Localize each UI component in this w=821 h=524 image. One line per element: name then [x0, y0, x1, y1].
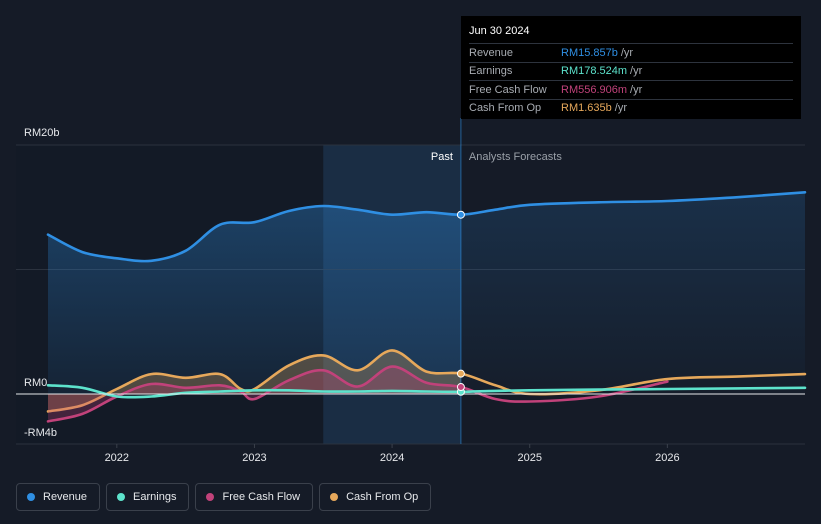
legend-label: Earnings: [133, 491, 177, 503]
x-tick-label: 2026: [655, 452, 679, 464]
tooltip-value: RM1.635b: [561, 102, 612, 115]
tooltip-value: RM178.524m: [561, 65, 628, 78]
legend-dot-icon: [206, 493, 215, 501]
tooltip-row-revenue: Revenue RM15.857b /yr: [469, 43, 793, 62]
legend-label: Cash From Op: [346, 491, 419, 503]
legend-dot-icon: [117, 493, 126, 501]
revenue-area-past: [48, 205, 461, 394]
tooltip-row-free-cash-flow: Free Cash Flow RM556.906m /yr: [469, 80, 793, 99]
legend-earnings-button[interactable]: Earnings: [106, 483, 190, 511]
hover-tooltip: Jun 30 2024 Revenue RM15.857b /yr Earnin…: [461, 16, 801, 119]
earnings-line: [46, 383, 807, 399]
revenue-line: [46, 191, 807, 263]
legend-label: Free Cash Flow: [222, 491, 301, 503]
tooltip-value: RM556.906m: [561, 83, 628, 96]
forecast-label: Analysts Forecasts: [469, 151, 562, 163]
revenue-now-marker: [456, 210, 465, 219]
x-tick-label: 2022: [105, 452, 129, 464]
x-tick-label: 2023: [242, 452, 266, 464]
x-tick-label: 2025: [517, 452, 541, 464]
legend-dot-icon: [330, 493, 339, 501]
tooltip-row-earnings: Earnings RM178.524m /yr: [469, 61, 793, 81]
legend-dot-icon: [27, 493, 35, 501]
y-tick-label: RM0: [24, 377, 47, 389]
tooltip-label: Earnings: [469, 65, 513, 78]
y-tick-label: -RM4b: [24, 427, 57, 439]
fcf-line: [46, 365, 669, 423]
legend-revenue-button[interactable]: Revenue: [16, 483, 101, 511]
x-tick-label: 2024: [380, 452, 404, 464]
tooltip-unit: /yr: [630, 65, 643, 78]
tooltip-label: Cash From Op: [469, 102, 542, 115]
revenue-area-forecast: [460, 192, 805, 394]
tooltip-label: Free Cash Flow: [469, 83, 547, 96]
cfo-area-past: [48, 350, 461, 412]
past-label: Past: [431, 151, 453, 163]
tooltip-date: Jun 30 2024: [469, 25, 530, 37]
tooltip-value: RM15.857b: [561, 46, 618, 59]
tooltip-unit: /yr: [630, 83, 643, 96]
tooltip-unit: /yr: [614, 102, 627, 115]
legend-label: Revenue: [43, 491, 88, 503]
tooltip-label: Revenue: [469, 46, 514, 59]
chart-legend: Revenue Earnings Free Cash Flow Cash Fro…: [16, 483, 432, 511]
legend-free-cash-flow-button[interactable]: Free Cash Flow: [195, 483, 314, 511]
legend-cash-from-op-button[interactable]: Cash From Op: [319, 483, 432, 511]
fcf-now-marker: [456, 383, 465, 392]
cfo-now-marker: [456, 369, 465, 378]
tooltip-unit: /yr: [620, 46, 634, 59]
y-tick-label: RM20b: [24, 127, 59, 139]
tooltip-row-cash-from-op: Cash From Op RM1.635b /yr: [469, 98, 793, 118]
